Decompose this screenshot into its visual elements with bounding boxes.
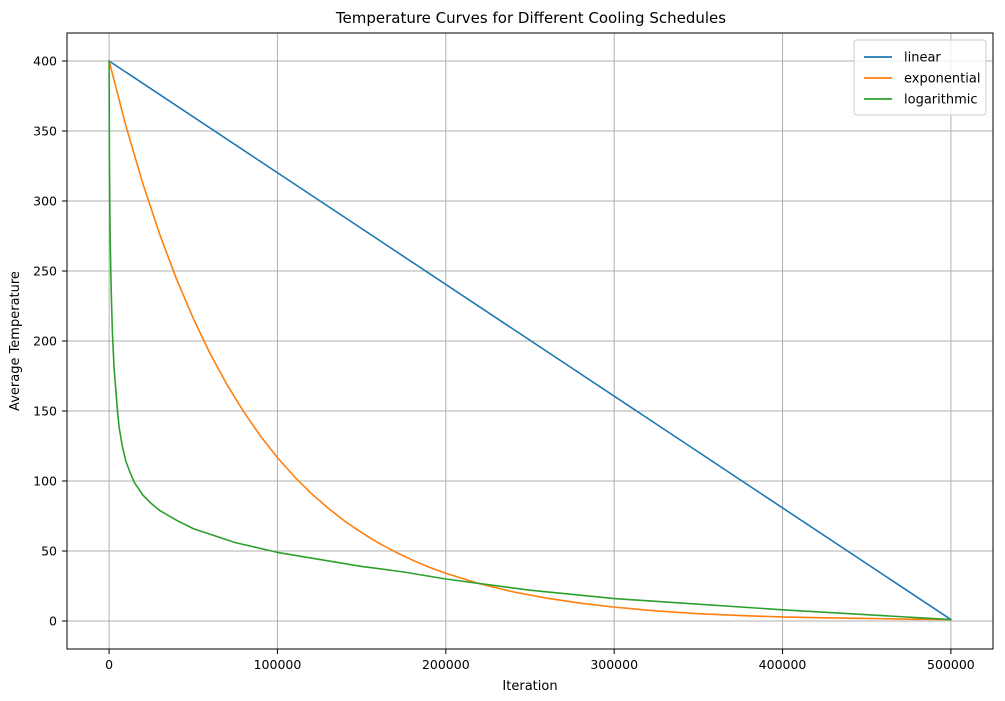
chart-title: Temperature Curves for Different Cooling… xyxy=(335,9,726,27)
x-tick-label: 100000 xyxy=(254,657,302,672)
legend-label-linear: linear xyxy=(904,51,941,66)
x-axis-label: Iteration xyxy=(502,679,557,694)
series-lines xyxy=(108,60,952,621)
legend: linear exponential logarithmic xyxy=(853,39,987,116)
legend-box xyxy=(853,39,987,116)
y-tick-label: 200 xyxy=(33,334,57,349)
y-tick-label: 100 xyxy=(33,474,57,489)
x-tick-label: 400000 xyxy=(759,657,807,672)
y-tick-label: 0 xyxy=(49,614,57,629)
y-tick-label: 250 xyxy=(33,264,57,279)
y-tick-label: 50 xyxy=(41,544,57,559)
legend-label-exponential: exponential xyxy=(904,72,980,87)
x-tick-label: 0 xyxy=(105,657,113,672)
legend-label-logarithmic: logarithmic xyxy=(904,93,978,108)
series-line-exponential xyxy=(108,60,952,621)
y-tick-label: 300 xyxy=(33,194,57,209)
series-line-linear xyxy=(108,60,952,621)
axis-ticks: 0 100000 200000 300000 400000 500000 0 50 100 150… xyxy=(33,54,975,673)
y-tick-label: 350 xyxy=(33,124,57,139)
y-tick-label: 150 xyxy=(33,404,57,419)
x-tick-label: 300000 xyxy=(590,657,638,672)
y-axis-label: Average Temperature xyxy=(8,271,23,411)
x-tick-label: 500000 xyxy=(927,657,975,672)
y-tick-label: 400 xyxy=(33,54,57,69)
series-line-logarithmic xyxy=(108,60,952,621)
x-tick-label: 200000 xyxy=(422,657,470,672)
